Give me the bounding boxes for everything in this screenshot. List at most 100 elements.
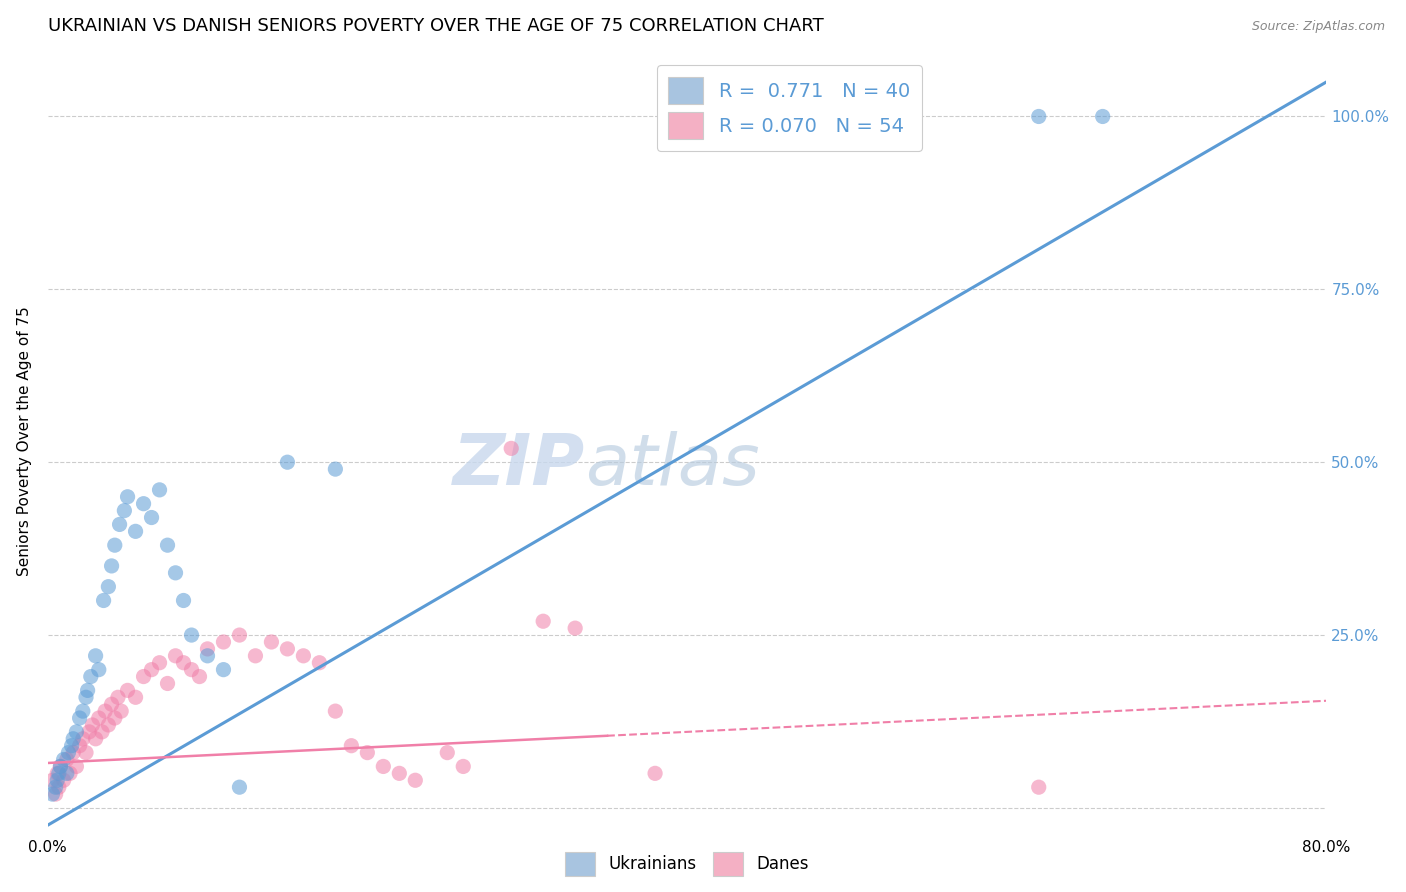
Y-axis label: Seniors Poverty Over the Age of 75: Seniors Poverty Over the Age of 75 [17,307,32,576]
Text: Source: ZipAtlas.com: Source: ZipAtlas.com [1251,20,1385,33]
Point [41,773,63,788]
Point [72,704,94,718]
Point [124,524,146,539]
Point [245,648,267,663]
Point [75,746,97,760]
Point [82,718,104,732]
Point [49,759,72,773]
Point [117,683,139,698]
Point [65,759,87,773]
Point [117,490,139,504]
Point [107,690,129,705]
Point [112,503,135,517]
Point [308,656,330,670]
Point [93,593,115,607]
Point [87,663,110,677]
Point [404,773,426,788]
Point [72,731,94,746]
Point [188,669,211,683]
Point [132,497,155,511]
Point [451,759,474,773]
Point [373,759,395,773]
Point [325,462,347,476]
Point [148,656,170,670]
Point [104,538,127,552]
Point [1028,110,1050,124]
Point [100,697,122,711]
Point [60,739,83,753]
Point [644,766,666,780]
Legend: Ukrainians, Danes: Ukrainians, Danes [558,846,815,882]
Point [180,628,202,642]
Point [564,621,586,635]
Point [124,690,146,705]
Point [148,483,170,497]
Point [340,739,363,753]
Point [91,724,114,739]
Point [228,628,250,642]
Point [49,759,72,773]
Point [141,663,163,677]
Point [100,558,122,573]
Point [108,517,131,532]
Point [1028,780,1050,794]
Point [260,635,283,649]
Point [180,663,202,677]
Point [52,752,75,766]
Text: UKRAINIAN VS DANISH SENIORS POVERTY OVER THE AGE OF 75 CORRELATION CHART: UKRAINIAN VS DANISH SENIORS POVERTY OVER… [48,17,824,35]
Text: atlas: atlas [585,431,759,500]
Point [531,614,554,628]
Point [45,780,67,794]
Point [97,718,120,732]
Point [80,669,103,683]
Point [356,746,378,760]
Point [56,752,79,766]
Point [165,566,187,580]
Point [276,641,298,656]
Point [62,731,84,746]
Point [110,704,132,718]
Point [84,731,107,746]
Point [325,704,347,718]
Point [45,787,67,801]
Point [65,724,87,739]
Point [197,648,219,663]
Point [212,635,235,649]
Point [59,766,82,780]
Point [69,739,91,753]
Point [292,648,315,663]
Point [56,766,79,780]
Point [132,669,155,683]
Point [48,780,70,794]
Point [173,593,195,607]
Point [104,711,127,725]
Point [48,766,70,780]
Point [228,780,250,794]
Point [62,746,84,760]
Point [156,538,179,552]
Point [276,455,298,469]
Point [388,766,411,780]
Point [94,704,117,718]
Point [69,711,91,725]
Point [52,773,75,788]
Point [58,746,80,760]
Point [75,690,97,705]
Point [76,683,98,698]
Point [77,724,100,739]
Point [156,676,179,690]
Point [436,746,458,760]
Point [173,656,195,670]
Point [141,510,163,524]
Point [46,766,69,780]
Point [84,648,107,663]
Point [501,442,523,456]
Point [87,711,110,725]
Text: ZIP: ZIP [453,431,585,500]
Point [1091,110,1114,124]
Point [41,787,63,801]
Point [197,641,219,656]
Point [165,648,187,663]
Point [97,580,120,594]
Point [46,773,69,788]
